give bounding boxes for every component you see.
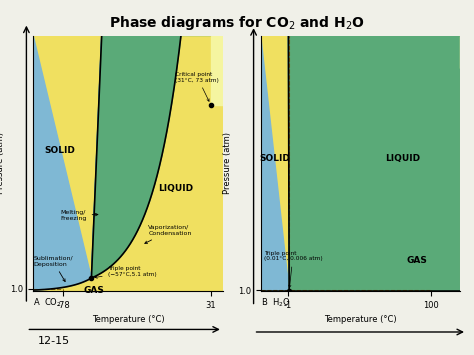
Polygon shape [289, 36, 474, 291]
X-axis label: Temperature (°C): Temperature (°C) [91, 315, 164, 324]
Text: Critical point
(374°C, 218 atm): Critical point (374°C, 218 atm) [0, 354, 1, 355]
Polygon shape [91, 0, 223, 278]
Text: SOLID: SOLID [45, 146, 76, 155]
Text: B  H$_2$O: B H$_2$O [261, 296, 290, 309]
Text: Vaporization/
Condensation: Vaporization/ Condensation [145, 225, 191, 244]
Text: Melting/
Freezing: Melting/ Freezing [60, 210, 98, 220]
Y-axis label: Pressure (atm): Pressure (atm) [0, 132, 5, 194]
Polygon shape [261, 36, 289, 291]
Polygon shape [33, 36, 102, 291]
Text: Triple point
(0.01°C, 0.006 atm): Triple point (0.01°C, 0.006 atm) [264, 251, 322, 288]
Text: SOLID: SOLID [259, 154, 291, 163]
X-axis label: Temperature (°C): Temperature (°C) [324, 315, 397, 324]
Y-axis label: Pressure (atm): Pressure (atm) [223, 132, 232, 194]
Text: Phase diagrams for CO$_2$ and H$_2$O: Phase diagrams for CO$_2$ and H$_2$O [109, 14, 365, 32]
Text: LIQUID: LIQUID [158, 184, 193, 193]
Polygon shape [210, 36, 223, 104]
Polygon shape [460, 36, 474, 68]
Text: GAS: GAS [84, 286, 105, 295]
Text: Critical point
(31°C, 73 atm): Critical point (31°C, 73 atm) [175, 72, 219, 101]
Text: 12-15: 12-15 [38, 336, 70, 346]
Text: LIQUID: LIQUID [385, 154, 420, 163]
Text: Triple point
(−57°C,5.1 atm): Triple point (−57°C,5.1 atm) [95, 266, 156, 278]
Text: GAS: GAS [407, 256, 428, 265]
Text: Sublimation/
Deposition: Sublimation/ Deposition [33, 256, 73, 282]
Text: A  CO$_2$: A CO$_2$ [33, 296, 62, 309]
